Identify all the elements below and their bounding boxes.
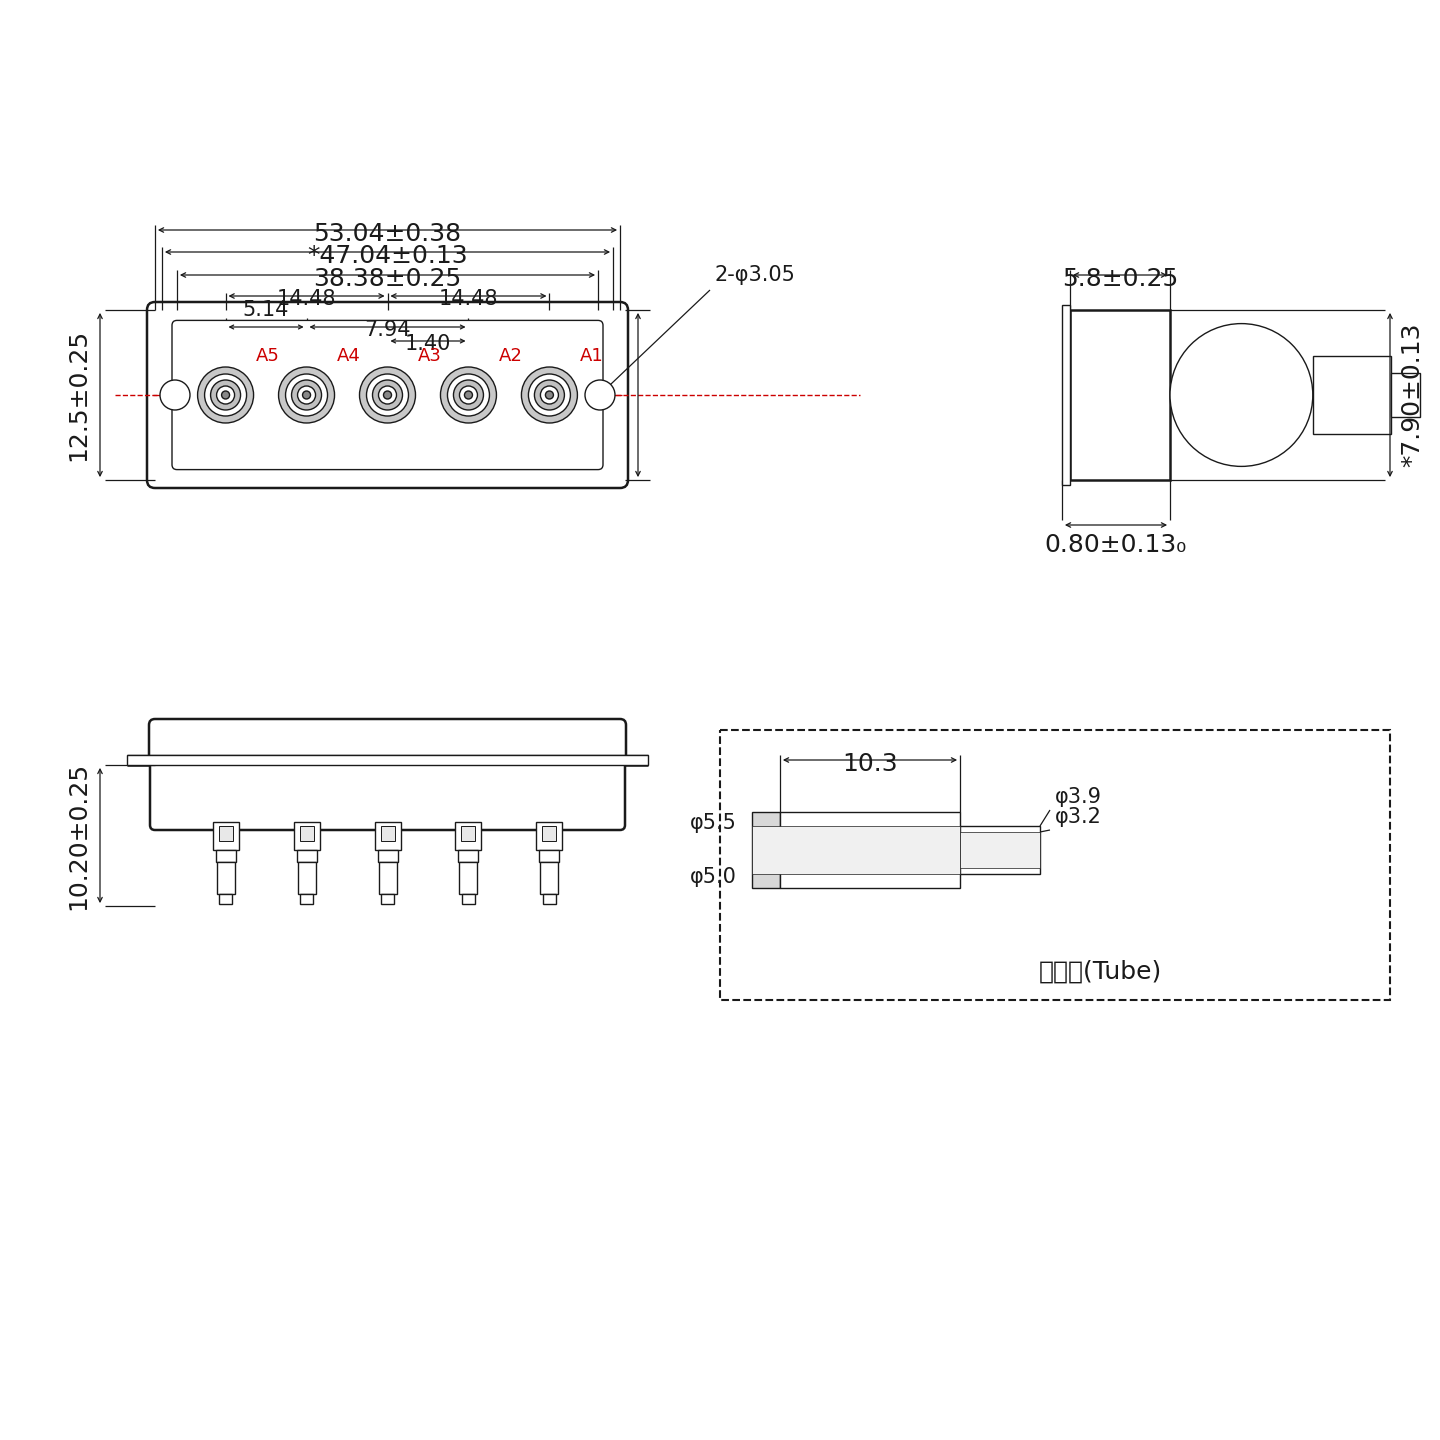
Bar xyxy=(960,827,1040,874)
Bar xyxy=(380,827,395,841)
Bar xyxy=(127,755,648,765)
Bar xyxy=(459,863,478,894)
Bar xyxy=(960,832,1040,868)
Bar xyxy=(216,863,235,894)
Circle shape xyxy=(291,380,321,410)
Text: 14.48: 14.48 xyxy=(276,289,337,310)
Text: φ3.2: φ3.2 xyxy=(1056,806,1102,827)
Bar xyxy=(543,827,556,841)
Text: A3: A3 xyxy=(418,347,442,364)
Circle shape xyxy=(528,374,570,416)
Text: 38.38±0.25: 38.38±0.25 xyxy=(314,266,462,291)
Circle shape xyxy=(441,367,497,423)
Bar xyxy=(752,827,960,874)
Bar xyxy=(382,894,395,904)
Bar xyxy=(300,827,314,841)
Circle shape xyxy=(204,374,246,416)
Bar xyxy=(461,827,475,841)
Text: φ3.9: φ3.9 xyxy=(1056,788,1102,806)
Circle shape xyxy=(448,374,490,416)
Text: φ5.5: φ5.5 xyxy=(690,814,737,832)
Text: 屏蔽管(Tube): 屏蔽管(Tube) xyxy=(1038,960,1162,984)
Bar xyxy=(752,812,780,888)
Circle shape xyxy=(1169,324,1313,467)
Circle shape xyxy=(540,386,559,405)
Text: A2: A2 xyxy=(498,347,523,364)
FancyBboxPatch shape xyxy=(147,302,628,488)
Circle shape xyxy=(360,367,416,423)
Circle shape xyxy=(546,392,553,399)
Bar xyxy=(1313,356,1391,435)
Circle shape xyxy=(379,386,396,405)
Bar xyxy=(455,822,481,850)
Bar xyxy=(1391,373,1420,416)
Text: 7.94: 7.94 xyxy=(364,320,410,340)
Bar xyxy=(458,850,478,863)
Bar xyxy=(720,730,1390,999)
Text: φ5.0: φ5.0 xyxy=(690,867,737,887)
Bar xyxy=(219,827,233,841)
Bar xyxy=(294,822,320,850)
Text: Lightany: Lightany xyxy=(223,361,552,429)
Bar xyxy=(374,822,400,850)
Bar xyxy=(540,850,559,863)
Text: 0.80±0.13₀: 0.80±0.13₀ xyxy=(1045,533,1187,557)
Bar xyxy=(462,894,475,904)
Circle shape xyxy=(216,386,235,405)
Bar xyxy=(297,850,317,863)
Circle shape xyxy=(298,386,315,405)
Bar xyxy=(543,894,556,904)
Text: Lightany: Lightany xyxy=(223,732,552,799)
Bar xyxy=(219,894,232,904)
Text: A5: A5 xyxy=(255,347,279,364)
Circle shape xyxy=(465,392,472,399)
Text: 12.5±0.25: 12.5±0.25 xyxy=(66,328,91,461)
Circle shape xyxy=(454,380,484,410)
Circle shape xyxy=(521,367,577,423)
Text: *7.90±0.13: *7.90±0.13 xyxy=(1400,323,1424,467)
Text: 2-φ3.05: 2-φ3.05 xyxy=(716,265,796,285)
Circle shape xyxy=(160,380,190,410)
Circle shape xyxy=(585,380,615,410)
Circle shape xyxy=(222,392,229,399)
Bar xyxy=(540,863,559,894)
Circle shape xyxy=(459,386,478,405)
Circle shape xyxy=(534,380,564,410)
Circle shape xyxy=(197,367,253,423)
Circle shape xyxy=(367,374,409,416)
Text: 10.3: 10.3 xyxy=(842,752,897,776)
Bar xyxy=(213,822,239,850)
Circle shape xyxy=(383,392,392,399)
Text: 10.20±0.25: 10.20±0.25 xyxy=(66,762,91,910)
Text: 5.8±0.25: 5.8±0.25 xyxy=(1061,266,1178,291)
Bar xyxy=(379,863,396,894)
FancyBboxPatch shape xyxy=(150,760,625,829)
Text: A1: A1 xyxy=(579,347,603,364)
Circle shape xyxy=(373,380,403,410)
Bar xyxy=(1070,310,1169,480)
Bar xyxy=(537,822,563,850)
Text: 14.48: 14.48 xyxy=(439,289,498,310)
Text: 53.04±0.38: 53.04±0.38 xyxy=(314,222,462,246)
FancyBboxPatch shape xyxy=(171,321,603,469)
Text: 5.14: 5.14 xyxy=(243,300,289,320)
Circle shape xyxy=(278,367,334,423)
Circle shape xyxy=(302,392,311,399)
Text: 1.40: 1.40 xyxy=(405,334,451,354)
Bar xyxy=(377,850,397,863)
Text: A4: A4 xyxy=(337,347,360,364)
Bar xyxy=(298,863,315,894)
Bar xyxy=(216,850,236,863)
Circle shape xyxy=(285,374,327,416)
Text: *47.04±0.13: *47.04±0.13 xyxy=(307,243,468,268)
Circle shape xyxy=(210,380,240,410)
FancyBboxPatch shape xyxy=(148,719,626,766)
Bar xyxy=(780,812,960,888)
Bar xyxy=(1061,305,1070,485)
Bar xyxy=(300,894,312,904)
